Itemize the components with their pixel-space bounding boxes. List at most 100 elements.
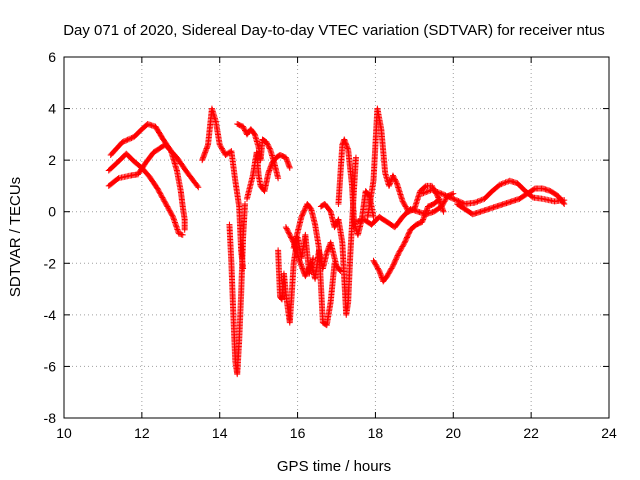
data-point	[157, 191, 164, 198]
data-point	[371, 258, 378, 265]
data-point	[337, 268, 344, 275]
data-point	[282, 224, 289, 231]
data-point	[441, 191, 448, 198]
data-point	[404, 233, 411, 240]
data-point	[475, 198, 482, 205]
data-point	[240, 123, 247, 130]
data-point	[399, 243, 406, 250]
data-point	[286, 230, 293, 237]
data-point	[284, 228, 291, 235]
y-tick-label: 2	[48, 152, 56, 168]
data-point	[385, 270, 392, 277]
data-point	[125, 136, 132, 143]
data-point	[474, 198, 481, 205]
data-point	[352, 154, 359, 161]
data-point	[395, 251, 402, 258]
data-point	[389, 264, 396, 271]
data-point	[155, 188, 162, 195]
data-point	[158, 193, 165, 200]
data-point	[447, 194, 454, 201]
data-point	[429, 184, 436, 191]
data-point	[391, 176, 398, 183]
data-point	[391, 175, 398, 182]
data-point	[220, 148, 227, 155]
data-point	[501, 179, 508, 186]
data-point	[395, 249, 402, 256]
data-point	[390, 173, 397, 180]
data-point	[387, 268, 394, 275]
data-point	[284, 226, 291, 233]
data-point	[300, 208, 307, 215]
data-point	[384, 273, 391, 280]
data-point	[392, 177, 399, 184]
data-point	[390, 261, 397, 268]
x-tick-label: 20	[445, 425, 461, 441]
data-point	[219, 146, 226, 153]
data-point	[263, 139, 270, 146]
data-point	[167, 146, 174, 153]
data-point	[242, 200, 249, 207]
data-point	[161, 198, 168, 205]
data-point	[332, 222, 339, 229]
data-point	[331, 224, 338, 231]
data-point	[497, 181, 503, 188]
data-point	[217, 142, 224, 149]
data-point	[165, 204, 172, 211]
data-point	[499, 180, 506, 187]
data-point	[387, 266, 394, 273]
data-point	[434, 189, 441, 196]
data-point	[181, 226, 188, 233]
data-point	[304, 269, 311, 276]
data-point	[451, 196, 458, 203]
data-point	[384, 271, 391, 278]
data-point	[123, 137, 130, 144]
data-point	[218, 145, 225, 152]
data-point	[332, 221, 339, 228]
data-point	[286, 164, 293, 171]
data-point	[392, 257, 399, 264]
data-point	[450, 195, 457, 202]
data-point	[162, 199, 169, 206]
data-point	[430, 187, 437, 194]
data-point	[119, 139, 126, 146]
data-point	[302, 273, 309, 280]
x-tick-label: 18	[368, 425, 384, 441]
data-point	[242, 127, 249, 134]
data-point	[450, 190, 457, 197]
data-point	[162, 200, 169, 207]
data-point	[128, 135, 135, 142]
data-point	[435, 196, 442, 203]
data-point	[402, 238, 409, 245]
data-point	[372, 261, 379, 268]
data-point	[391, 260, 398, 267]
data-point	[403, 204, 410, 211]
data-point	[452, 196, 459, 203]
data-point	[495, 182, 502, 189]
data-point	[120, 138, 127, 145]
data-point	[394, 253, 401, 260]
data-point	[401, 200, 408, 207]
data-point	[419, 190, 426, 197]
data-point	[424, 188, 431, 195]
chart-title: Day 071 of 2020, Sidereal Day-to-day VTE…	[63, 22, 605, 39]
data-point	[402, 203, 409, 210]
data-point	[165, 206, 172, 213]
data-point	[266, 144, 273, 151]
data-point	[445, 193, 452, 200]
x-tick-label: 10	[56, 425, 72, 441]
data-point	[437, 190, 444, 197]
data-point	[283, 225, 290, 232]
data-point	[374, 265, 381, 272]
data-point	[400, 240, 407, 247]
x-tick-label: 12	[134, 425, 150, 441]
data-point	[287, 233, 294, 240]
data-point	[300, 210, 307, 217]
data-point	[391, 258, 398, 265]
x-tick-label: 24	[601, 425, 617, 441]
data-point	[433, 188, 440, 195]
data-point	[370, 257, 377, 264]
data-point	[302, 271, 309, 278]
data-point	[121, 137, 128, 144]
